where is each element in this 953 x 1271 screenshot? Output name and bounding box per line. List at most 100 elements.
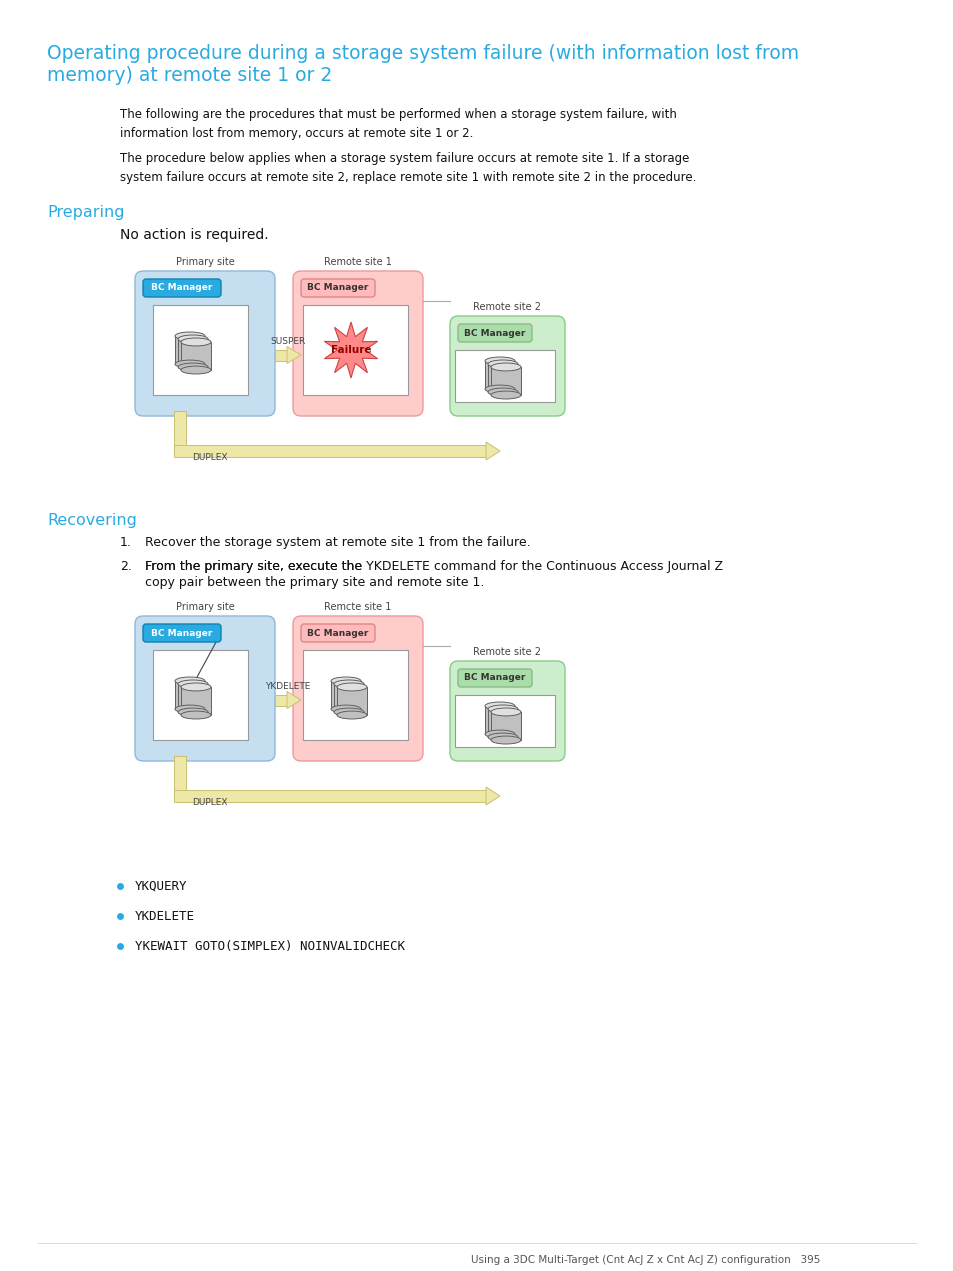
FancyBboxPatch shape	[143, 624, 221, 642]
Ellipse shape	[331, 705, 360, 713]
Text: BC Manager: BC Manager	[464, 674, 525, 683]
Ellipse shape	[336, 710, 367, 719]
Polygon shape	[287, 691, 301, 708]
Bar	[303, 649, 408, 740]
Text: copy pair between the primary site and remote site 1.: copy pair between the primary site and r…	[145, 576, 484, 588]
Text: Primary site: Primary site	[175, 602, 234, 613]
Bar	[491, 367, 520, 395]
Bar	[331, 681, 360, 709]
Text: Remote site 2: Remote site 2	[473, 302, 541, 311]
Ellipse shape	[488, 360, 517, 367]
Text: BC Manager: BC Manager	[307, 628, 368, 638]
Ellipse shape	[331, 677, 360, 685]
Ellipse shape	[488, 733, 517, 741]
Text: SUSPER: SUSPER	[270, 337, 305, 346]
Bar	[491, 712, 520, 740]
Text: No action is required.: No action is required.	[120, 228, 269, 241]
Text: Remote site 1: Remote site 1	[324, 257, 392, 267]
Bar	[178, 684, 208, 712]
Bar	[336, 686, 367, 716]
Text: DUPLEX: DUPLEX	[192, 798, 227, 807]
FancyBboxPatch shape	[143, 280, 221, 297]
FancyBboxPatch shape	[301, 624, 375, 642]
Bar	[488, 709, 517, 737]
Bar	[274, 350, 287, 361]
Ellipse shape	[488, 388, 517, 397]
Text: Failure: Failure	[331, 344, 371, 355]
Polygon shape	[485, 787, 499, 805]
Ellipse shape	[181, 683, 211, 691]
Text: memory) at remote site 1 or 2: memory) at remote site 1 or 2	[47, 66, 332, 85]
FancyBboxPatch shape	[457, 324, 532, 342]
Bar	[173, 411, 186, 451]
Ellipse shape	[484, 702, 515, 710]
Ellipse shape	[491, 364, 520, 371]
Bar	[484, 705, 515, 735]
FancyBboxPatch shape	[135, 616, 274, 761]
Text: YKDELETE: YKDELETE	[265, 683, 311, 691]
Bar	[173, 445, 485, 458]
Bar	[174, 681, 205, 709]
Ellipse shape	[174, 332, 205, 339]
Ellipse shape	[178, 680, 208, 688]
Bar	[488, 364, 517, 391]
Polygon shape	[324, 322, 377, 377]
Polygon shape	[485, 442, 499, 460]
Bar	[181, 342, 211, 370]
Text: BC Manager: BC Manager	[152, 283, 213, 292]
Text: BC Manager: BC Manager	[307, 283, 368, 292]
FancyBboxPatch shape	[293, 271, 422, 416]
Polygon shape	[287, 347, 301, 364]
FancyBboxPatch shape	[450, 316, 564, 416]
Ellipse shape	[181, 710, 211, 719]
Ellipse shape	[491, 391, 520, 399]
Text: BC Manager: BC Manager	[152, 628, 213, 638]
Text: From the primary site, execute the ​YKDELETE​ command for the Continuous Access : From the primary site, execute the ​YKDE…	[145, 561, 722, 573]
Bar	[174, 336, 205, 364]
Ellipse shape	[336, 683, 367, 691]
Ellipse shape	[181, 338, 211, 346]
Text: 2.: 2.	[120, 561, 132, 573]
Ellipse shape	[484, 357, 515, 365]
Ellipse shape	[334, 708, 364, 716]
Ellipse shape	[178, 364, 208, 371]
Ellipse shape	[174, 677, 205, 685]
Bar	[455, 350, 555, 402]
Text: YKEWAIT GOTO(SIMPLEX) NOINVALIDCHECK: YKEWAIT GOTO(SIMPLEX) NOINVALIDCHECK	[135, 941, 405, 953]
Text: Preparing: Preparing	[47, 205, 125, 220]
Text: Remcte site 1: Remcte site 1	[324, 602, 392, 613]
Bar	[173, 791, 485, 802]
Ellipse shape	[484, 730, 515, 738]
Text: YKDELETE: YKDELETE	[135, 910, 194, 923]
Text: 1.: 1.	[120, 536, 132, 549]
Ellipse shape	[488, 705, 517, 713]
Text: Remote site 2: Remote site 2	[473, 647, 541, 657]
Text: Operating procedure during a storage system failure (with information lost from: Operating procedure during a storage sys…	[47, 44, 799, 64]
Ellipse shape	[178, 336, 208, 343]
FancyBboxPatch shape	[293, 616, 422, 761]
Text: Using a 3DC Multi-Target (Cnt AcJ Z x Cnt AcJ Z) configuration   395: Using a 3DC Multi-Target (Cnt AcJ Z x Cn…	[470, 1254, 820, 1265]
Bar	[274, 694, 287, 705]
Ellipse shape	[334, 680, 364, 688]
FancyBboxPatch shape	[301, 280, 375, 297]
Text: Recovering: Recovering	[47, 513, 136, 527]
FancyBboxPatch shape	[450, 661, 564, 761]
Bar	[152, 305, 248, 395]
Bar	[484, 361, 515, 389]
Ellipse shape	[174, 360, 205, 369]
Bar	[303, 305, 408, 395]
Ellipse shape	[178, 708, 208, 716]
FancyBboxPatch shape	[457, 669, 532, 688]
Bar	[334, 684, 364, 712]
Text: Recover the storage system at remote site 1 from the failure.: Recover the storage system at remote sit…	[145, 536, 530, 549]
Ellipse shape	[484, 385, 515, 393]
Text: From the primary site, execute the: From the primary site, execute the	[145, 561, 366, 573]
Ellipse shape	[491, 708, 520, 716]
Text: DUPLEX: DUPLEX	[192, 452, 227, 461]
Bar	[181, 686, 211, 716]
Bar	[178, 339, 208, 367]
FancyBboxPatch shape	[135, 271, 274, 416]
Ellipse shape	[174, 705, 205, 713]
Text: YKQUERY: YKQUERY	[135, 880, 188, 894]
Text: The procedure below applies when a storage system failure occurs at remote site : The procedure below applies when a stora…	[120, 153, 696, 183]
